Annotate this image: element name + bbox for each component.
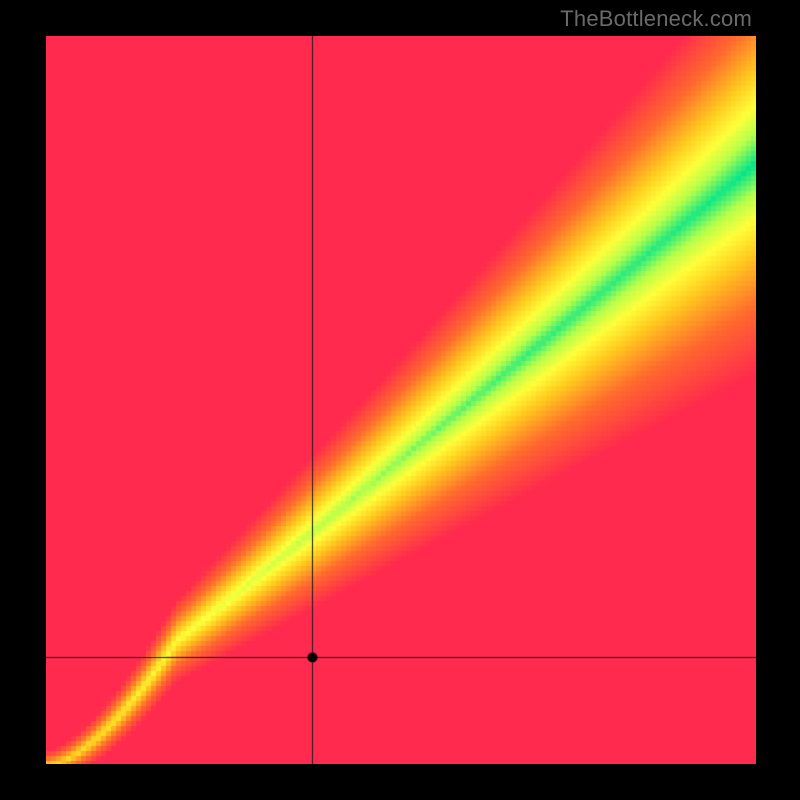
watermark-text: TheBottleneck.com (560, 6, 752, 32)
bottleneck-heatmap (46, 36, 756, 764)
